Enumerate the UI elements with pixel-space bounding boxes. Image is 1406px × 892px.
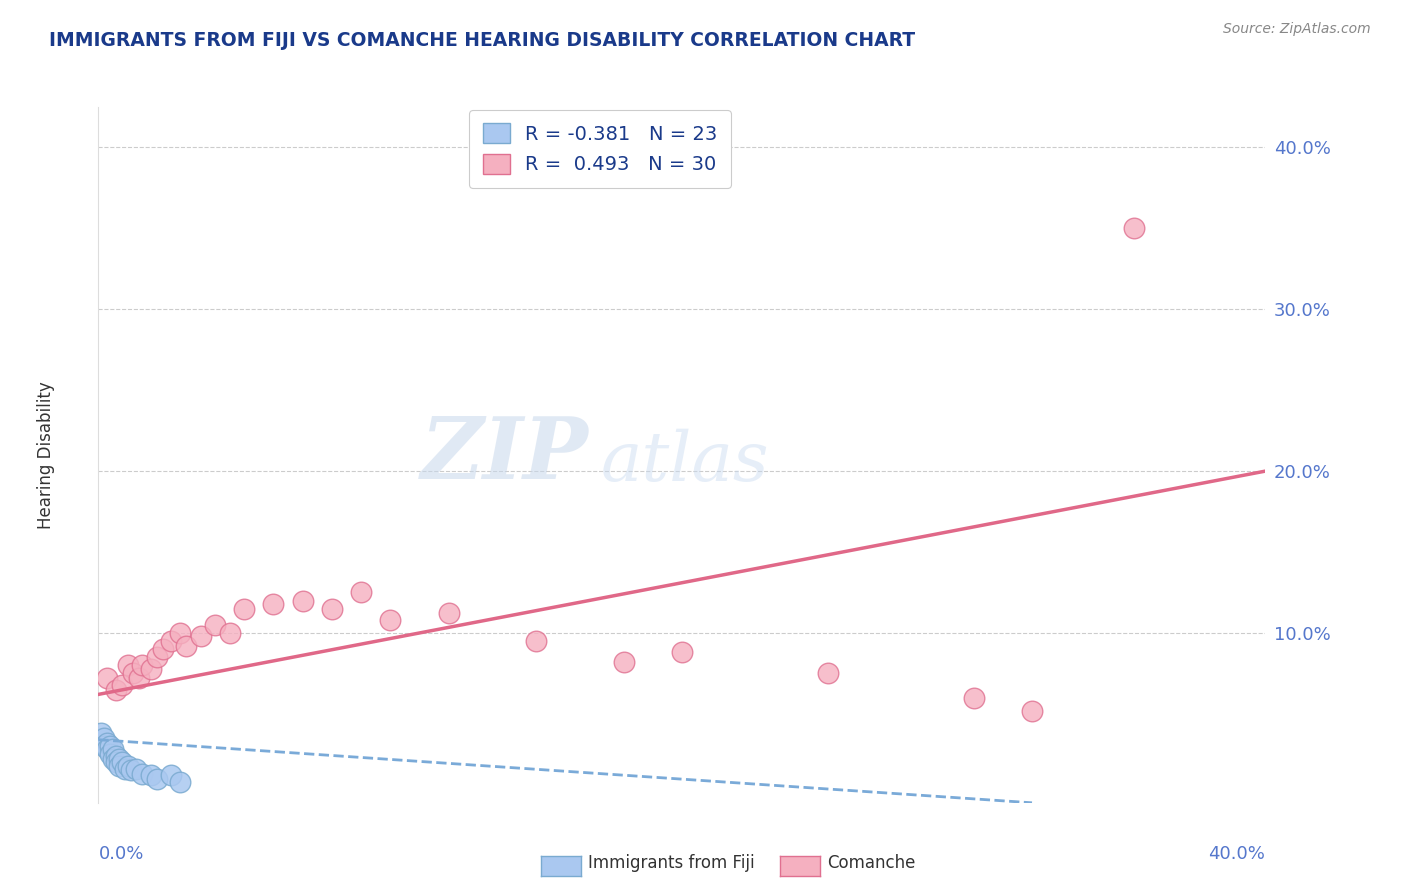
Point [101,742,124,756]
Point [122,666,145,681]
Point [108,752,131,766]
Point [111,678,134,692]
Point [146,650,169,665]
Legend: R = -0.381   N = 23, R =  0.493   N = 30: R = -0.381 N = 23, R = 0.493 N = 30 [470,110,731,188]
Point [98,739,121,754]
Point [108,758,131,772]
Text: 40.0%: 40.0% [1209,845,1265,863]
Point [378,613,402,627]
Point [291,593,314,607]
Point [101,752,124,766]
Point [962,690,984,705]
Point [104,682,127,697]
Point [114,762,136,776]
Point [671,645,693,659]
Point [90,726,112,740]
Point [104,748,127,763]
Point [139,768,162,782]
Point [111,756,134,770]
Point [96,671,118,685]
Point [117,758,139,772]
Point [190,629,212,643]
Point [1021,704,1043,718]
Text: ZIP: ZIP [420,413,589,497]
Point [233,601,256,615]
Point [437,607,460,621]
Point [152,642,174,657]
Point [93,739,115,754]
Point [524,634,547,648]
Point [131,766,153,780]
Text: Comanche: Comanche [827,855,915,872]
Point [120,764,142,778]
Text: IMMIGRANTS FROM FIJI VS COMANCHE HEARING DISABILITY CORRELATION CHART: IMMIGRANTS FROM FIJI VS COMANCHE HEARING… [49,31,915,50]
Point [321,601,343,615]
Point [160,634,183,648]
Point [350,585,373,599]
Point [262,597,284,611]
Point [96,736,118,750]
Text: Immigrants from Fiji: Immigrants from Fiji [588,855,755,872]
Point [139,661,162,675]
Point [96,742,118,756]
Text: Hearing Disability: Hearing Disability [37,381,55,529]
Point [128,671,150,685]
Point [146,772,169,786]
Point [160,768,183,782]
Text: atlas: atlas [600,428,769,495]
Point [104,756,127,770]
Point [817,666,839,681]
Point [169,626,191,640]
Point [169,774,191,789]
Point [1123,221,1146,235]
Point [218,626,240,640]
Text: 0.0%: 0.0% [98,845,143,863]
Point [117,658,139,673]
Point [93,731,115,745]
Point [131,658,153,673]
Point [98,747,121,762]
Text: Source: ZipAtlas.com: Source: ZipAtlas.com [1223,22,1371,37]
Point [174,639,197,653]
Point [204,617,226,632]
Point [612,655,634,669]
Point [125,762,148,776]
